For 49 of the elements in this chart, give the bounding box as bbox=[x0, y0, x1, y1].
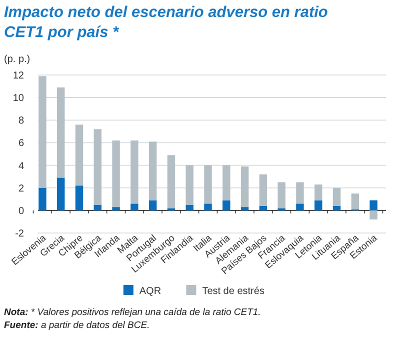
y-axis-title: (p. p.) bbox=[4, 54, 30, 65]
bar bbox=[94, 129, 102, 205]
bar bbox=[314, 184, 322, 200]
bar bbox=[56, 178, 65, 210]
y-tick-label: 4 bbox=[18, 160, 24, 172]
bar bbox=[259, 174, 268, 206]
bar bbox=[204, 165, 212, 204]
bar bbox=[186, 204, 194, 210]
bar bbox=[370, 200, 378, 210]
bar bbox=[56, 87, 65, 178]
bar bbox=[148, 200, 157, 210]
bar bbox=[351, 194, 360, 210]
bar bbox=[296, 182, 304, 204]
bar bbox=[222, 165, 230, 200]
bar bbox=[148, 142, 157, 200]
bar bbox=[240, 207, 249, 210]
y-tick-label: 0 bbox=[18, 206, 24, 217]
bar bbox=[94, 204, 102, 210]
bar bbox=[38, 188, 46, 210]
bar bbox=[332, 188, 341, 206]
y-tick-label: 8 bbox=[18, 116, 24, 127]
bar bbox=[112, 207, 120, 210]
y-tick-label: 12 bbox=[12, 70, 24, 82]
bar bbox=[278, 182, 286, 208]
bar bbox=[370, 210, 378, 220]
bar bbox=[332, 206, 341, 210]
bar bbox=[222, 200, 230, 210]
legend-label: AQR bbox=[139, 286, 162, 297]
source-note: Fuente: a partir de datos del BCE. bbox=[4, 320, 150, 331]
text: Nota: * Valores positivos reflejan una caída de la ratio CET1. bbox=[4, 307, 261, 318]
bar bbox=[167, 155, 176, 208]
bar bbox=[130, 140, 138, 204]
chart-title: Impacto neto del escenario adverso en ratio CET1 por país * bbox=[4, 4, 328, 41]
bar bbox=[314, 200, 322, 210]
bar bbox=[112, 140, 120, 208]
bar bbox=[38, 76, 46, 188]
legend-label: Test de estrés bbox=[202, 286, 264, 297]
bar bbox=[186, 165, 194, 205]
y-tick-label: -2 bbox=[15, 228, 24, 240]
bar bbox=[240, 166, 249, 208]
bar bbox=[75, 186, 84, 210]
bar bbox=[130, 204, 138, 210]
bar bbox=[296, 204, 304, 210]
bar bbox=[259, 206, 268, 210]
bar bbox=[75, 124, 84, 186]
y-tick-label: 2 bbox=[18, 183, 24, 194]
y-tick-label: 10 bbox=[12, 93, 24, 104]
y-tick-label: 6 bbox=[18, 138, 24, 150]
bar bbox=[204, 204, 212, 210]
